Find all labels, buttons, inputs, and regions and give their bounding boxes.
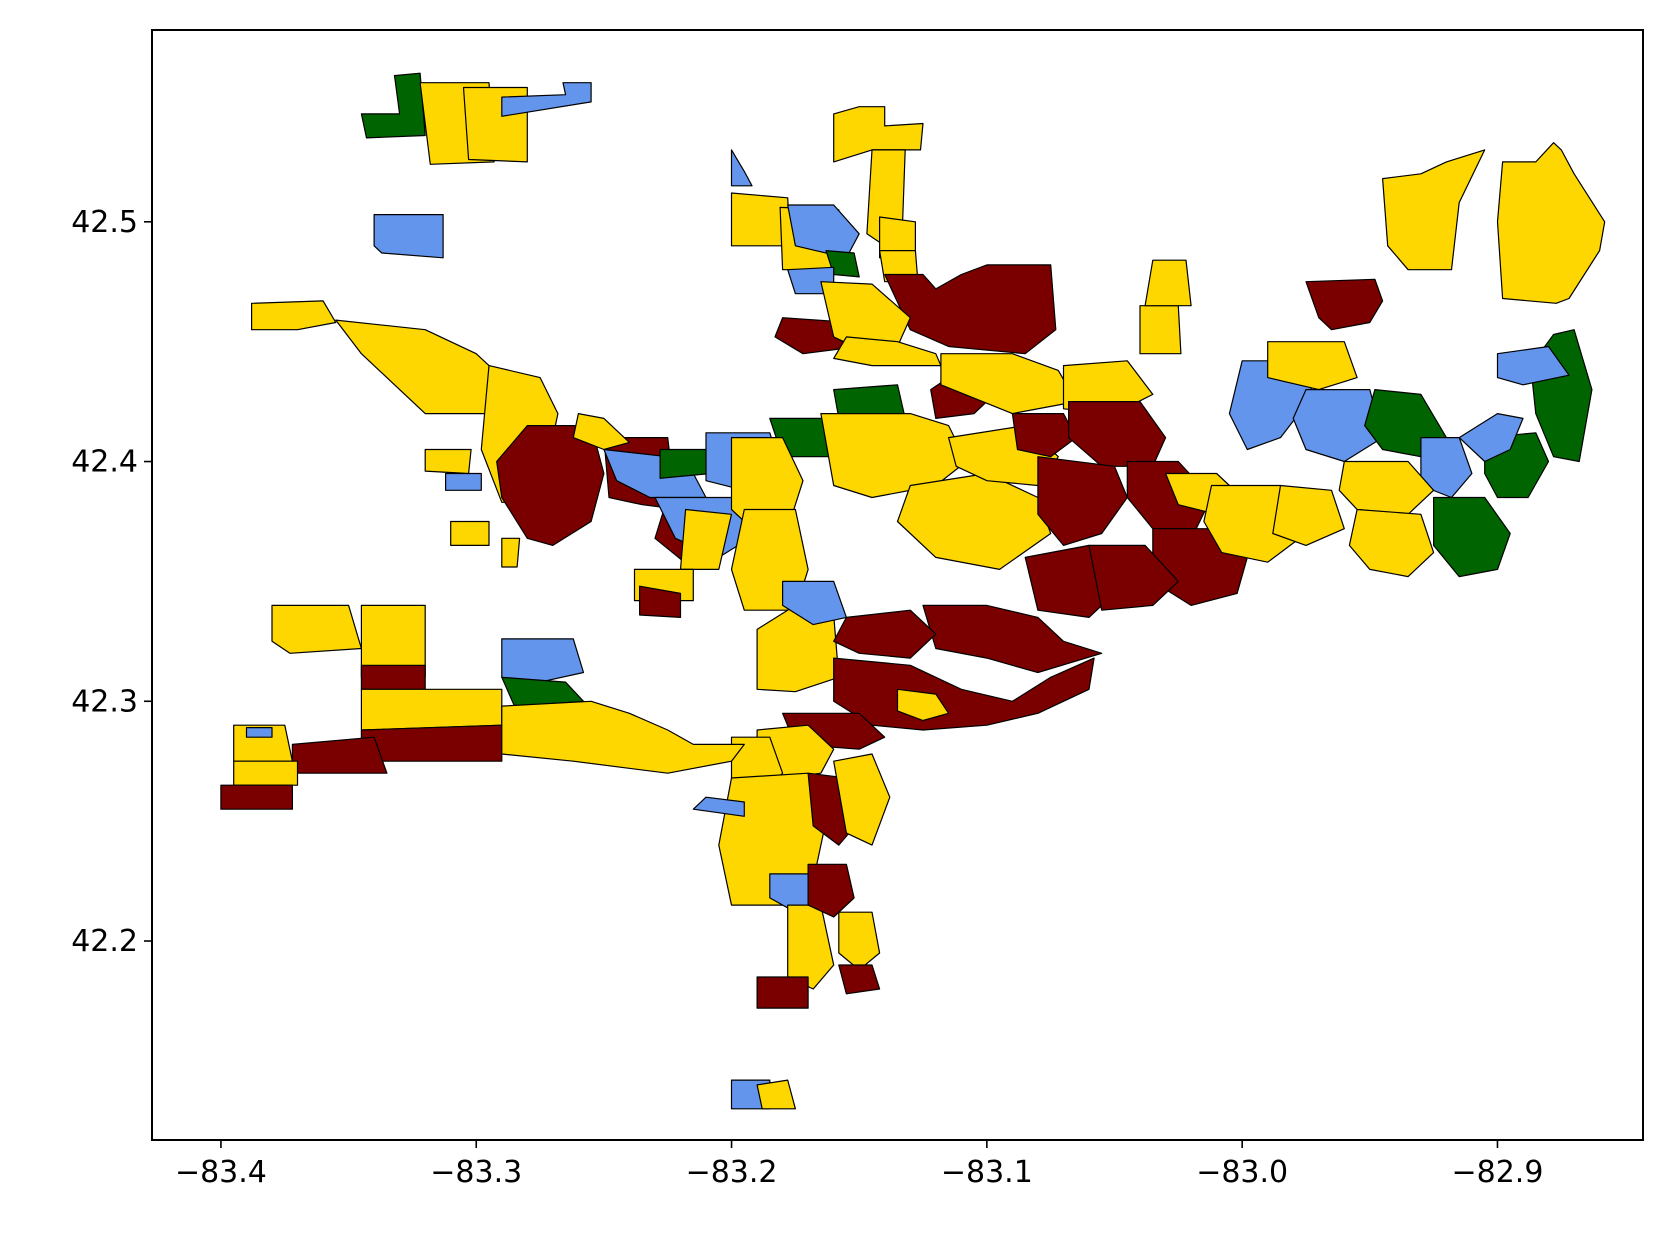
y-tick-label: 42.5 bbox=[71, 205, 138, 240]
region-c0 bbox=[922, 604, 1103, 674]
region-c1 bbox=[833, 753, 891, 846]
region-c1 bbox=[896, 688, 950, 722]
region-c0 bbox=[1088, 544, 1179, 611]
region-c0 bbox=[360, 724, 503, 762]
region-c1 bbox=[450, 520, 490, 547]
region-c0 bbox=[1037, 456, 1128, 547]
region-c3 bbox=[659, 448, 712, 479]
region-c3 bbox=[360, 72, 426, 139]
x-tick-label: −82.9 bbox=[1452, 1155, 1544, 1190]
region-c0 bbox=[884, 264, 1057, 355]
x-tick-label: −83.2 bbox=[686, 1155, 778, 1190]
region-c1 bbox=[360, 688, 503, 731]
region-c1 bbox=[1272, 484, 1345, 547]
region-c0 bbox=[220, 784, 293, 810]
region-c0 bbox=[756, 976, 809, 1009]
y-axis: 42.2 42.3 42.4 42.5 bbox=[71, 205, 152, 959]
region-c0 bbox=[833, 657, 1095, 731]
region-c1 bbox=[833, 336, 942, 367]
y-tick-label: 42.2 bbox=[71, 924, 138, 959]
region-c0 bbox=[1067, 401, 1167, 467]
region-c1 bbox=[424, 448, 472, 475]
region-c0 bbox=[360, 664, 426, 690]
region-c1 bbox=[1144, 259, 1192, 307]
region-c1 bbox=[838, 911, 881, 971]
region-c2 bbox=[730, 149, 753, 187]
region-c0 bbox=[833, 609, 937, 659]
region-c0 bbox=[638, 585, 682, 619]
region-c1 bbox=[1496, 142, 1606, 304]
x-axis: −83.4 −83.3 −83.2 −83.1 −83.0 −82.9 bbox=[175, 1140, 1543, 1190]
regions-layer bbox=[220, 72, 1606, 1110]
region-c2 bbox=[1496, 345, 1570, 386]
region-c1 bbox=[1348, 508, 1435, 578]
region-c1 bbox=[1267, 341, 1358, 391]
region-c2 bbox=[781, 580, 848, 626]
region-c2 bbox=[501, 82, 592, 117]
region-c2 bbox=[445, 472, 482, 491]
region-c2 bbox=[245, 726, 273, 738]
y-tick-label: 42.3 bbox=[71, 684, 138, 719]
region-c1 bbox=[335, 319, 498, 415]
x-tick-label: −83.0 bbox=[1196, 1155, 1288, 1190]
region-c0 bbox=[807, 863, 855, 918]
x-tick-label: −83.3 bbox=[430, 1155, 522, 1190]
region-c2 bbox=[501, 638, 585, 683]
region-c1 bbox=[1338, 460, 1435, 515]
region-c3 bbox=[1432, 496, 1511, 578]
region-c1 bbox=[1139, 305, 1182, 355]
region-c1 bbox=[833, 106, 924, 163]
region-c1 bbox=[233, 760, 299, 786]
region-c0 bbox=[1305, 278, 1384, 331]
region-c1 bbox=[820, 413, 968, 499]
x-tick-label: −83.4 bbox=[175, 1155, 267, 1190]
region-c2 bbox=[692, 796, 745, 817]
region-c1 bbox=[756, 1079, 797, 1110]
region-c1 bbox=[251, 300, 337, 331]
region-c0 bbox=[291, 736, 388, 774]
axes-frame bbox=[151, 29, 1644, 1141]
region-c2 bbox=[1458, 413, 1524, 463]
region-c1 bbox=[271, 604, 362, 654]
y-tick-label: 42.4 bbox=[71, 445, 138, 480]
region-c2 bbox=[787, 204, 860, 259]
region-c1 bbox=[679, 508, 733, 571]
region-c1 bbox=[572, 413, 631, 451]
region-c0 bbox=[1011, 413, 1077, 458]
region-c1 bbox=[501, 537, 521, 568]
region-c2 bbox=[373, 214, 444, 259]
region-c0 bbox=[838, 964, 881, 995]
region-c1 bbox=[1381, 149, 1486, 271]
x-tick-label: −83.1 bbox=[941, 1155, 1033, 1190]
region-c1 bbox=[896, 472, 1052, 571]
region-c1 bbox=[501, 700, 745, 774]
